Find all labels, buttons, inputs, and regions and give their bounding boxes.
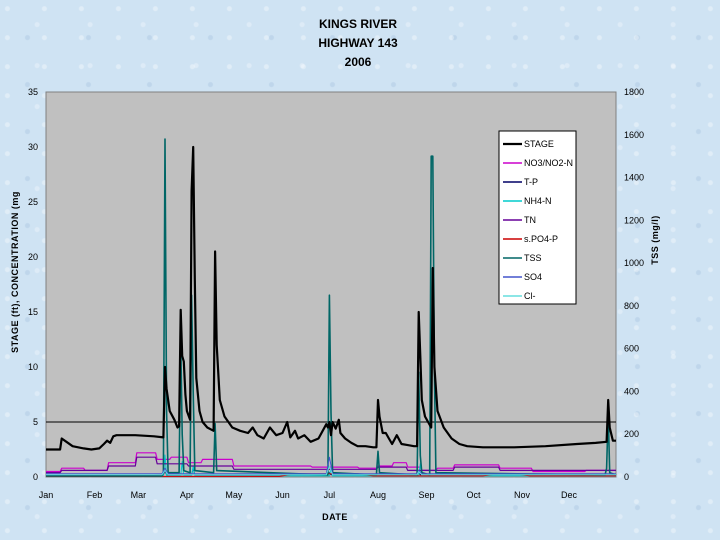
series-line-so4 <box>46 456 616 475</box>
y-tick-label: 15 <box>28 307 38 317</box>
legend: STAGE NO3/NO2-N T-P NH4-N TN s.PO4-P TSS SO4 Cl- <box>498 130 577 305</box>
y-tick-label: 25 <box>28 197 38 207</box>
chart-title-line-3: 2006 <box>345 55 372 69</box>
x-tick-label: Jun <box>275 490 290 500</box>
y2-tick-label: 600 <box>624 344 639 354</box>
y-tick-label: 20 <box>28 252 38 262</box>
legend-label: NH4-N <box>524 196 552 206</box>
y2-tick-label: 400 <box>624 386 639 396</box>
y2-tick-label: 1600 <box>624 130 644 140</box>
legend-label: s.PO4-P <box>524 234 558 244</box>
y2-axis-ticks: 0 200 400 600 800 1000 1200 1400 1600 1800 <box>624 87 644 482</box>
y2-tick-label: 1000 <box>624 258 644 268</box>
x-tick-label: Jul <box>324 490 336 500</box>
legend-label: TN <box>524 215 536 225</box>
y-axis-label: STAGE (ft), CONCENTRATION (mg <box>10 191 20 353</box>
x-tick-label: Oct <box>466 490 481 500</box>
series-line-stage <box>46 145 616 451</box>
x-axis-ticks: Jan Feb Mar Apr May Jun Jul Aug Sep Oct Nov Dec <box>39 490 578 500</box>
y-tick-label: 0 <box>33 472 38 482</box>
x-tick-label: Jan <box>39 490 54 500</box>
y2-tick-label: 0 <box>624 472 629 482</box>
y2-tick-label: 1200 <box>624 215 644 225</box>
legend-label: TSS <box>524 253 542 263</box>
series-layer <box>46 138 617 477</box>
legend-label: STAGE <box>524 139 554 149</box>
x-tick-label: Mar <box>131 490 147 500</box>
chart-title-line-1: KINGS RIVER <box>319 17 397 31</box>
legend-label: Cl- <box>524 291 536 301</box>
y2-tick-label: 800 <box>624 301 639 311</box>
x-tick-label: Nov <box>514 490 531 500</box>
x-tick-label: Aug <box>370 490 386 500</box>
x-tick-label: Sep <box>419 490 435 500</box>
series-line-no3-no2-n <box>46 452 616 473</box>
x-tick-label: Feb <box>87 490 103 500</box>
y-tick-label: 35 <box>28 87 38 97</box>
y-tick-label: 10 <box>28 362 38 372</box>
x-tick-label: Dec <box>561 490 578 500</box>
y-axis-ticks: 0 5 10 15 20 25 30 35 <box>28 87 38 482</box>
y2-tick-label: 1800 <box>624 87 644 97</box>
legend-label: SO4 <box>524 272 542 282</box>
y2-tick-label: 1400 <box>624 173 644 183</box>
legend-label: T-P <box>524 177 538 187</box>
x-tick-label: Apr <box>180 490 194 500</box>
series-line-cl- <box>46 465 616 476</box>
chart-title-line-2: HIGHWAY 143 <box>318 36 398 50</box>
series-line-tn <box>46 456 616 474</box>
x-tick-label: May <box>225 490 243 500</box>
y2-tick-label: 200 <box>624 429 639 439</box>
legend-box <box>498 130 577 305</box>
x-axis-label: DATE <box>322 512 348 522</box>
y-tick-label: 5 <box>33 417 38 427</box>
legend-label: NO3/NO2-N <box>524 158 573 168</box>
y-tick-label: 30 <box>28 142 38 152</box>
y2-axis-label: TSS (mg/l) <box>650 215 660 265</box>
